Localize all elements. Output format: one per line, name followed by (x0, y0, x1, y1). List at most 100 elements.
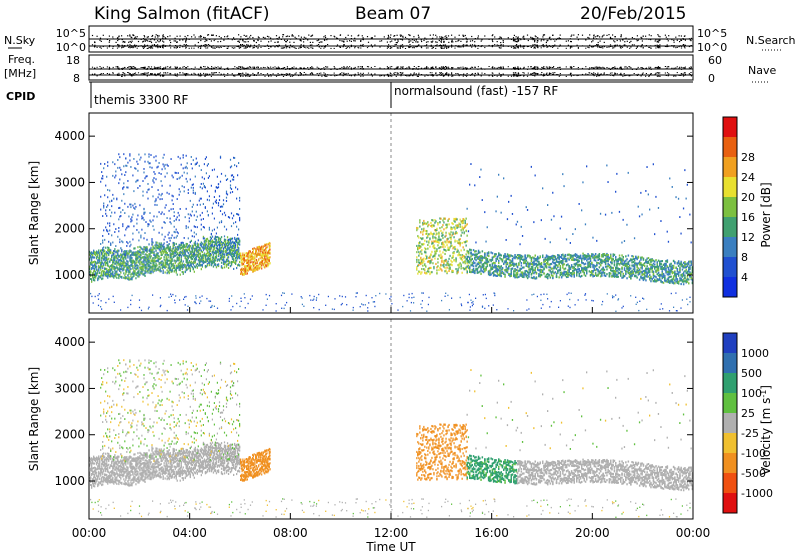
noise-sample (134, 44, 136, 46)
power-cell (166, 259, 168, 262)
noise-sample (408, 46, 410, 48)
freq-sample (204, 66, 206, 68)
noise-sample (404, 36, 407, 38)
power-cell (205, 252, 208, 255)
noise-sample (444, 36, 446, 38)
noise-sample (577, 34, 579, 36)
freq-sample (272, 66, 274, 68)
power-cell (184, 253, 186, 256)
noise-sample (108, 41, 110, 43)
power-cell (180, 255, 182, 258)
noise-sample (510, 46, 513, 48)
noise-sample (448, 46, 450, 48)
power-cell (192, 159, 194, 162)
freq-sample (305, 73, 307, 75)
power-cell (170, 255, 172, 258)
freq-sample (100, 67, 102, 69)
noise-sample (291, 35, 293, 37)
power-cell (123, 193, 125, 196)
freq-sample (656, 72, 658, 74)
freq-sample (645, 73, 647, 74)
power-cell (126, 268, 128, 271)
power-cell (146, 238, 148, 241)
power-cell (160, 243, 162, 246)
power-cell (143, 218, 145, 221)
power-cell (114, 250, 116, 253)
freq-sample (347, 72, 349, 74)
freq-sample (121, 75, 123, 77)
nave-label: Nave (748, 64, 776, 77)
power-cell (190, 229, 192, 232)
power-cell (116, 264, 118, 267)
power-cell (120, 211, 122, 214)
power-cell (202, 218, 204, 220)
noise-sample (158, 46, 160, 48)
power-cell (217, 243, 220, 246)
power-cell (153, 181, 155, 184)
noise-sample (641, 44, 643, 46)
power-cell (130, 257, 132, 260)
noise-sample (325, 36, 327, 39)
power-cell (204, 239, 207, 242)
noise-sample (658, 46, 660, 48)
freq-sample (625, 66, 627, 68)
noise-sample (439, 36, 441, 38)
noise-sample (417, 34, 419, 36)
freq-sample (447, 66, 450, 68)
noise-sample (253, 40, 255, 42)
noise-sample (474, 41, 476, 43)
power-cell (128, 215, 130, 218)
freq-sample (684, 73, 686, 75)
power-cell (164, 206, 166, 209)
power-cell (208, 253, 211, 256)
power-cell (149, 255, 151, 258)
power-cell (125, 264, 127, 267)
freq-sample (142, 67, 144, 68)
freq-sample (676, 72, 678, 74)
power-cell (116, 270, 118, 273)
noise-sample (157, 47, 159, 49)
power-cell (226, 248, 229, 251)
power-cell (147, 271, 149, 274)
power-cell (173, 251, 175, 254)
freq-sample (334, 67, 336, 69)
power-cell (122, 209, 124, 211)
power-cell (119, 265, 121, 268)
freq-sample (270, 66, 272, 68)
freq-sample (310, 67, 312, 69)
power-cell (193, 270, 195, 273)
freq-sample (550, 72, 552, 74)
power-cell (196, 262, 198, 265)
freq-sample (247, 75, 249, 77)
power-cell (131, 251, 133, 254)
noise-sample (502, 40, 504, 42)
freq-sample (626, 67, 628, 69)
power-cell (127, 186, 129, 189)
power-cell (187, 237, 189, 240)
power-cell (92, 252, 94, 255)
freq-sample (147, 72, 149, 74)
noise-sample (371, 37, 373, 39)
power-cell (140, 254, 142, 257)
power-cell (194, 256, 196, 259)
noise-sample (241, 44, 244, 45)
power-cell (110, 274, 112, 277)
power-cell (125, 276, 127, 279)
freq-sample (600, 67, 602, 69)
power-cell (134, 208, 136, 210)
noise-sample (690, 40, 692, 42)
power-cell (211, 261, 214, 264)
power-cell (212, 260, 215, 263)
noise-sample (361, 35, 363, 37)
noise-sample (308, 47, 310, 49)
power-cell (156, 253, 158, 256)
freq-sample (499, 67, 501, 69)
power-cell (221, 245, 224, 248)
power-cell (96, 265, 98, 268)
power-cell (140, 234, 142, 237)
power-cell (153, 264, 155, 267)
power-cell (140, 251, 142, 254)
freq-sample (343, 67, 345, 69)
power-cell (111, 258, 113, 261)
noise-sample (536, 44, 538, 46)
